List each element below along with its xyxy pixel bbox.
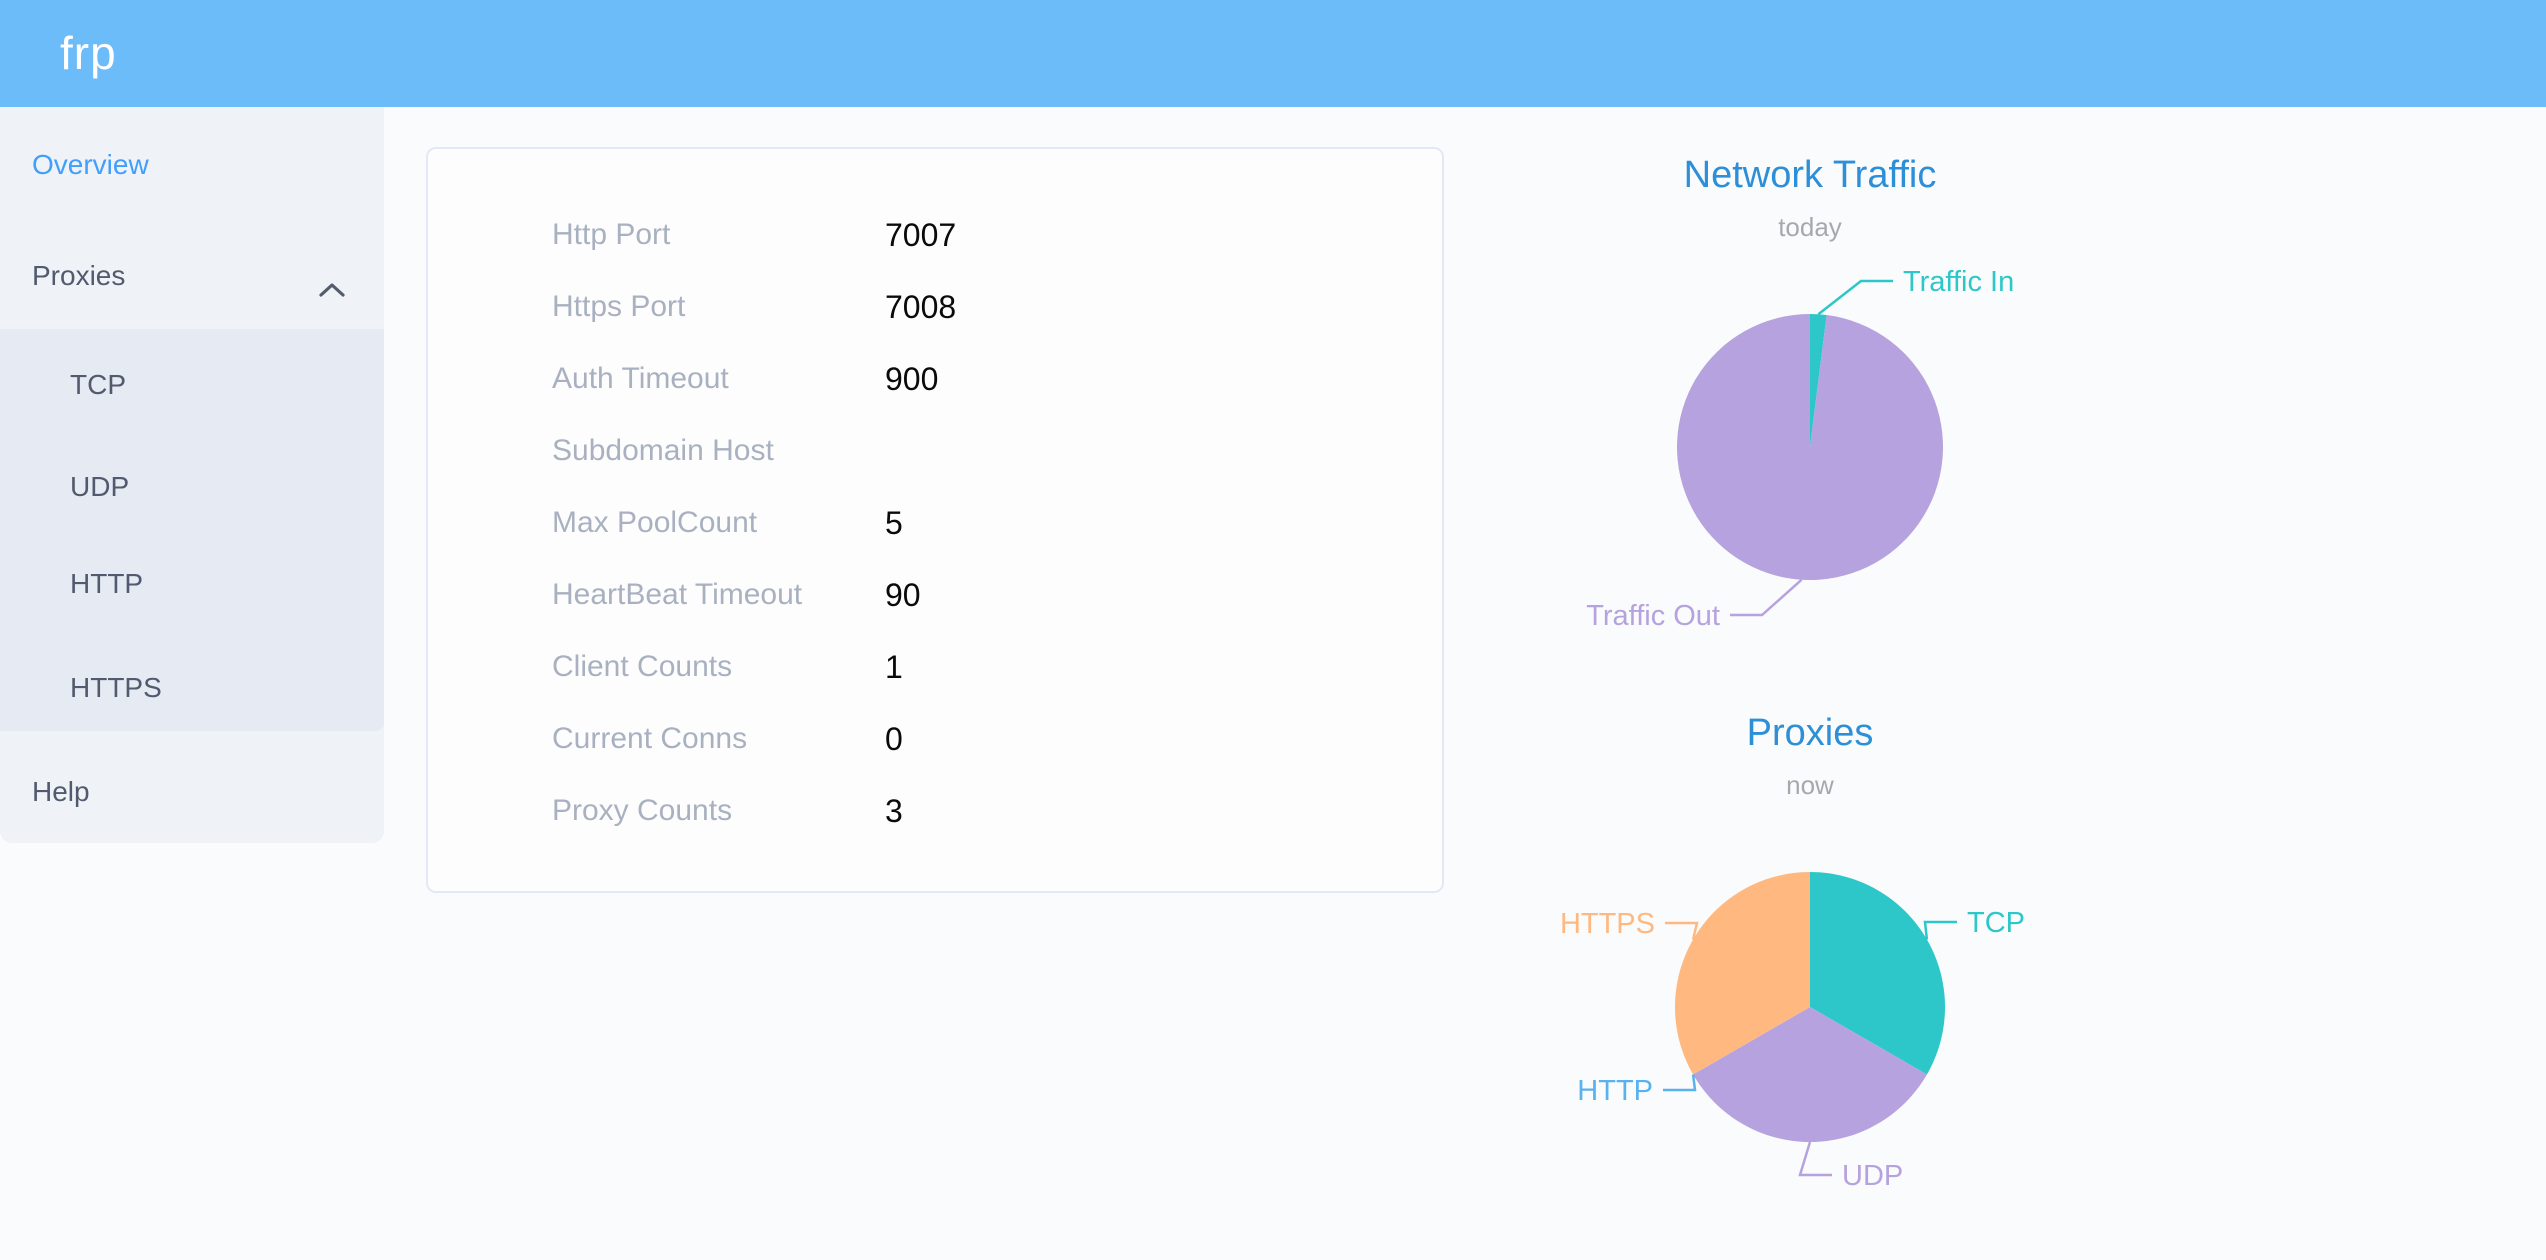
pie-slice[interactable]	[1810, 314, 1827, 447]
sidebar-item-label: Overview	[32, 149, 149, 180]
sidebar-item-udp[interactable]: UDP	[0, 467, 384, 507]
row-value: 900	[885, 360, 939, 397]
row-value: 90	[885, 576, 921, 613]
pie-label-leader-line	[1665, 921, 1699, 940]
proxies-submenu-background	[0, 329, 384, 731]
app-header: frp	[0, 0, 2546, 107]
table-row: HeartBeat Timeout 90	[428, 559, 1442, 631]
sidebar-item-overview[interactable]: Overview	[0, 145, 384, 185]
pie-slice[interactable]	[1693, 1007, 1927, 1142]
row-value: 1	[885, 648, 903, 685]
row-label: Auth Timeout	[552, 362, 729, 395]
row-label: Client Counts	[552, 650, 733, 683]
table-row: Subdomain Host	[428, 415, 1442, 487]
sidebar-item-proxies[interactable]: Proxies	[0, 256, 384, 297]
sidebar-item-label: TCP	[70, 369, 126, 400]
pie-label-leader-line	[1798, 1141, 1832, 1177]
proxies-subtitle: now	[1786, 770, 1834, 800]
row-value: 7007	[885, 216, 957, 253]
row-value: 0	[885, 720, 903, 757]
chevron-up-icon	[318, 269, 346, 297]
pie-label-leader-line	[1730, 578, 1803, 617]
sidebar-item-label: Proxies	[32, 260, 126, 291]
sidebar-item-label: HTTP	[70, 568, 144, 599]
pie-slice[interactable]	[1810, 872, 1945, 1075]
pie-slice-label: Traffic Out	[1586, 600, 1720, 632]
sidebar-item-https[interactable]: HTTPS	[0, 668, 384, 708]
table-row: Current Conns 0	[428, 703, 1442, 775]
table-row: Max PoolCount 5	[428, 487, 1442, 559]
table-row: Https Port 7008	[428, 271, 1442, 343]
row-label: Subdomain Host	[552, 434, 774, 467]
row-label: Https Port	[552, 290, 686, 323]
row-label: Max PoolCount	[552, 506, 758, 539]
pie-slice-label: HTTP	[1577, 1075, 1653, 1107]
sidebar: Overview Proxies TCP UDP HTTP HTTPS Help	[0, 107, 384, 843]
proxies-title: Proxies	[1746, 712, 1874, 754]
row-value: 7008	[885, 288, 957, 325]
pie-slice-label: TCP	[1967, 907, 2025, 939]
sidebar-item-label: HTTPS	[70, 672, 162, 703]
sidebar-item-label: Help	[32, 776, 90, 807]
network-traffic-pie[interactable]: Traffic In Traffic Out	[1490, 240, 2130, 660]
row-label: HeartBeat Timeout	[552, 578, 803, 611]
row-label: Http Port	[552, 218, 671, 251]
network-traffic-title: Network Traffic	[1683, 154, 1937, 196]
pie-label-leader-line	[1817, 279, 1893, 316]
network-traffic-subtitle: today	[1778, 212, 1842, 242]
table-row: Auth Timeout 900	[428, 343, 1442, 415]
pie-slice-label: UDP	[1842, 1160, 1903, 1192]
pie-slice[interactable]	[1677, 314, 1944, 580]
row-label: Current Conns	[552, 722, 748, 755]
server-info-card: Http Port 7007 Https Port 7008 Auth Time…	[426, 147, 1444, 893]
proxies-pie[interactable]: TCP UDP HTTP HTTPS	[1490, 820, 2130, 1260]
pie-slice-label: Traffic In	[1903, 266, 2014, 298]
table-row: Client Counts 1	[428, 631, 1442, 703]
row-value: 5	[885, 504, 903, 541]
table-row: Proxy Counts 3	[428, 775, 1442, 847]
app-logo: frp	[60, 27, 117, 79]
pie-label-leader-line	[1923, 920, 1957, 940]
sidebar-item-label: UDP	[70, 471, 130, 502]
row-label: Proxy Counts	[552, 794, 733, 827]
table-row: Http Port 7007	[428, 199, 1442, 271]
sidebar-item-help[interactable]: Help	[0, 772, 384, 812]
pie-label-leader-line	[1663, 1074, 1697, 1092]
sidebar-item-http[interactable]: HTTP	[0, 564, 384, 604]
pie-slice-label: HTTPS	[1560, 908, 1655, 940]
row-value: 3	[885, 792, 903, 829]
pie-slice[interactable]	[1675, 872, 1810, 1075]
sidebar-item-tcp[interactable]: TCP	[0, 365, 384, 405]
server-info-rows: Http Port 7007 Https Port 7008 Auth Time…	[428, 199, 1442, 847]
